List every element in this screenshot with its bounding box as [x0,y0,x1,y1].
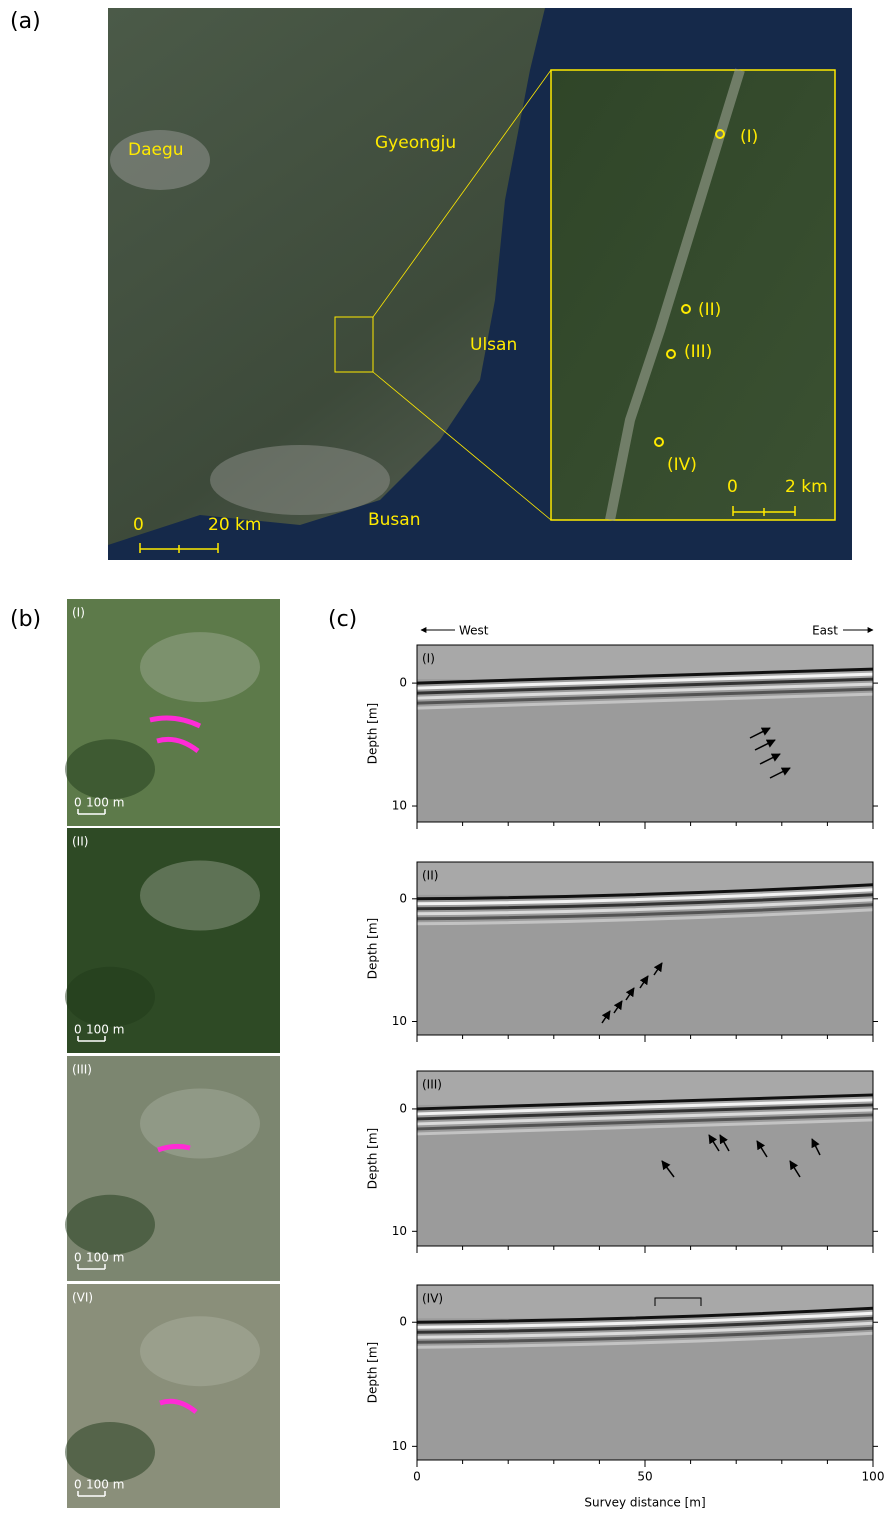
profile-label: (II) [422,869,438,883]
scale-label: 2 km [785,477,828,497]
photo-texture [65,967,155,1027]
y-tick-label: 0 [399,1315,407,1329]
photo-label: (VI) [72,1291,93,1305]
panel-label: (a) [10,9,41,34]
photo-label: (III) [72,1063,92,1077]
profile-label: (I) [422,652,435,666]
y-tick-label: 0 [399,891,407,905]
site-label: (II) [698,300,721,320]
x-tick-label: 0 [413,1470,421,1484]
scale-label: 0 [727,477,738,497]
site-label: (IV) [667,455,697,475]
gpr-profiles: (I) 0 10 Depth [m] (II) 0 10 Depth [m] (III) 0 10 D… [366,645,885,1484]
photo-label: (I) [72,606,85,620]
site-label: (III) [684,342,712,362]
panel-label: (b) [10,607,41,632]
scale-label: 0 [74,1023,82,1037]
y-axis-title: Depth [m] [366,1128,380,1189]
air-zone [417,862,873,895]
x-tick-label: 50 [637,1470,652,1484]
scale-label: 0 [74,1478,82,1492]
y-axis-title: Depth [m] [366,703,380,764]
scale-label: 100 m [86,1478,124,1492]
photo-texture [65,739,155,799]
photo-texture [65,1195,155,1255]
city-label: Busan [368,510,421,530]
panel-label: (c) [328,607,357,632]
photo-label: (II) [72,835,88,849]
y-tick-label: 0 [399,676,407,690]
photo-panels: (I) 0 100 m (II) 0 100 m (III) 0 100 m (VI) 0 100 m [65,599,280,1508]
photo-texture [140,1316,260,1386]
photo-texture [65,1422,155,1482]
scale-label: 20 km [208,515,261,535]
x-tick-label: 100 [862,1470,885,1484]
profile-label: (III) [422,1078,442,1092]
figure: (a) Daegu Gyeongju Ulsan Busan 0 20 km (… [0,0,892,1515]
y-axis-title: Depth [m] [366,1342,380,1403]
profile-label: (IV) [422,1292,443,1306]
air-zone [417,1285,873,1318]
scale-label: 0 [74,796,82,810]
photo-texture [140,632,260,702]
y-tick-label: 10 [392,799,407,813]
direction-label: West [459,624,489,638]
y-tick-label: 10 [392,1224,407,1238]
city-label: Ulsan [470,335,517,355]
scale-label: 100 m [86,796,124,810]
y-tick-label: 10 [392,1439,407,1453]
scale-label: 0 [133,515,144,535]
air-zone [417,645,873,679]
scale-label: 100 m [86,1251,124,1265]
y-tick-label: 10 [392,1014,407,1028]
y-tick-label: 0 [399,1101,407,1115]
y-axis-title: Depth [m] [366,918,380,979]
scale-label: 100 m [86,1023,124,1037]
city-label: Gyeongju [375,133,456,153]
photo-texture [140,861,260,931]
direction-label: East [812,624,838,638]
x-axis-title: Survey distance [m] [584,1496,705,1510]
air-zone [417,1071,873,1105]
satellite-map [108,8,852,560]
scale-label: 0 [74,1251,82,1265]
site-label: (I) [740,127,758,147]
city-label: Daegu [128,140,184,160]
